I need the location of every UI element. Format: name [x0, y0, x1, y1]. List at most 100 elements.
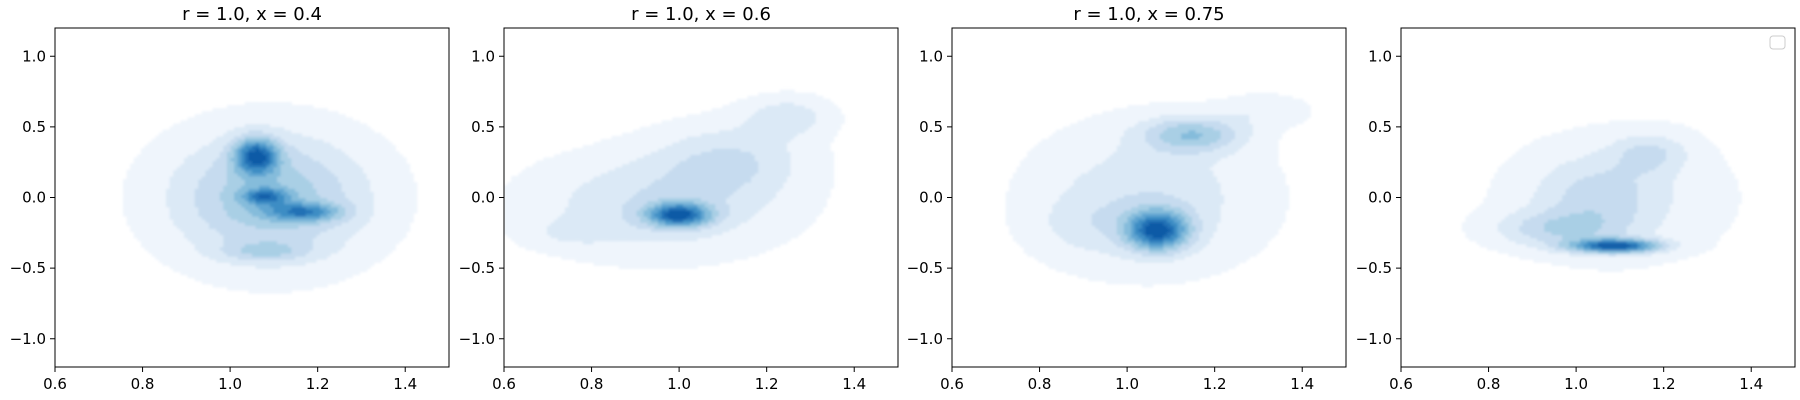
- density-cell: [226, 209, 232, 214]
- density-cell: [309, 185, 314, 189]
- density-cell: [302, 215, 307, 220]
- density-cell: [212, 228, 217, 232]
- density-cell: [201, 135, 207, 140]
- density-cell: [294, 185, 300, 189]
- density-cell: [198, 151, 203, 155]
- density-cell: [259, 114, 264, 118]
- density-cell: [269, 148, 275, 152]
- density-cell: [226, 259, 232, 263]
- density-cell: [345, 240, 350, 245]
- density-cell: [155, 154, 160, 159]
- density-cell: [219, 114, 224, 118]
- density-cell: [130, 175, 135, 180]
- density-cell: [514, 203, 519, 208]
- density-cell: [155, 200, 160, 205]
- density-cell: [320, 234, 325, 239]
- density-cell: [391, 145, 396, 149]
- density-cell: [234, 157, 239, 162]
- density-cell: [262, 262, 267, 266]
- density-cell: [582, 172, 587, 177]
- density-cell: [294, 132, 300, 137]
- density-cell: [234, 175, 239, 180]
- density-cell: [262, 265, 267, 269]
- density-cell: [133, 169, 138, 174]
- density-cell: [255, 243, 260, 248]
- density-cell: [302, 172, 307, 177]
- density-cell: [212, 277, 217, 282]
- density-cell: [597, 142, 602, 146]
- density-cell: [388, 185, 393, 189]
- density-cell: [395, 234, 400, 239]
- density-cell: [561, 166, 566, 171]
- density-cell: [320, 169, 325, 174]
- density-cell: [586, 179, 591, 183]
- density-cell: [536, 169, 541, 174]
- density-cell: [518, 172, 523, 177]
- density-cell: [529, 182, 534, 186]
- density-cell: [209, 280, 214, 285]
- density-cell: [248, 117, 253, 122]
- density-cell: [341, 206, 346, 211]
- density-cell: [237, 277, 242, 282]
- density-cell: [284, 157, 289, 162]
- density-cell: [252, 283, 257, 288]
- density-cell: [198, 148, 203, 152]
- density-cell: [568, 163, 573, 168]
- density-cell: [554, 197, 559, 202]
- density-cell: [550, 219, 555, 223]
- density-cell: [226, 166, 232, 171]
- density-cell: [180, 138, 185, 143]
- density-cell: [226, 123, 232, 128]
- density-cell: [341, 169, 346, 174]
- density-cell: [597, 185, 602, 189]
- density-cell: [384, 206, 389, 211]
- density-cell: [155, 172, 160, 177]
- density-cell: [561, 246, 566, 251]
- density-cell: [355, 252, 361, 257]
- density-cell: [312, 197, 318, 202]
- density-cell: [348, 135, 353, 140]
- density-cell: [255, 105, 260, 109]
- density-cell: [514, 215, 519, 220]
- density-cell: [140, 169, 146, 174]
- density-cell: [237, 166, 242, 171]
- density-cell: [280, 101, 285, 106]
- density-cell: [180, 160, 185, 165]
- density-cell: [579, 172, 584, 177]
- density-cell: [216, 132, 221, 137]
- density-cell: [201, 169, 207, 174]
- density-cell: [557, 219, 562, 223]
- density-cell: [391, 212, 396, 217]
- density-cell: [223, 111, 228, 115]
- density-cell: [384, 231, 389, 236]
- density-cell: [352, 240, 357, 245]
- density-cell: [241, 108, 246, 112]
- density-cell: [201, 228, 207, 232]
- density-cell: [352, 145, 357, 149]
- density-cell: [586, 246, 591, 251]
- density-cell: [252, 280, 257, 285]
- density-cell: [320, 283, 325, 288]
- density-cell: [320, 268, 325, 273]
- density-cell: [262, 197, 267, 202]
- density-cell: [352, 206, 357, 211]
- density-cell: [546, 194, 552, 199]
- density-cell: [294, 191, 300, 196]
- density-cell: [219, 237, 224, 242]
- density-cell: [173, 154, 178, 159]
- density-cell: [287, 114, 292, 118]
- density-cell: [280, 262, 285, 266]
- density-cell: [266, 215, 271, 220]
- density-cell: [316, 200, 321, 205]
- density-cell: [355, 157, 361, 162]
- density-cell: [330, 120, 335, 125]
- density-cell: [148, 209, 153, 214]
- density-cell: [126, 206, 131, 211]
- density-cell: [373, 200, 378, 205]
- density-cell: [273, 114, 278, 118]
- density-cell: [543, 237, 548, 242]
- density-cell: [320, 212, 325, 217]
- density-cell: [586, 151, 591, 155]
- density-cell: [395, 200, 400, 205]
- density-cell: [334, 259, 339, 263]
